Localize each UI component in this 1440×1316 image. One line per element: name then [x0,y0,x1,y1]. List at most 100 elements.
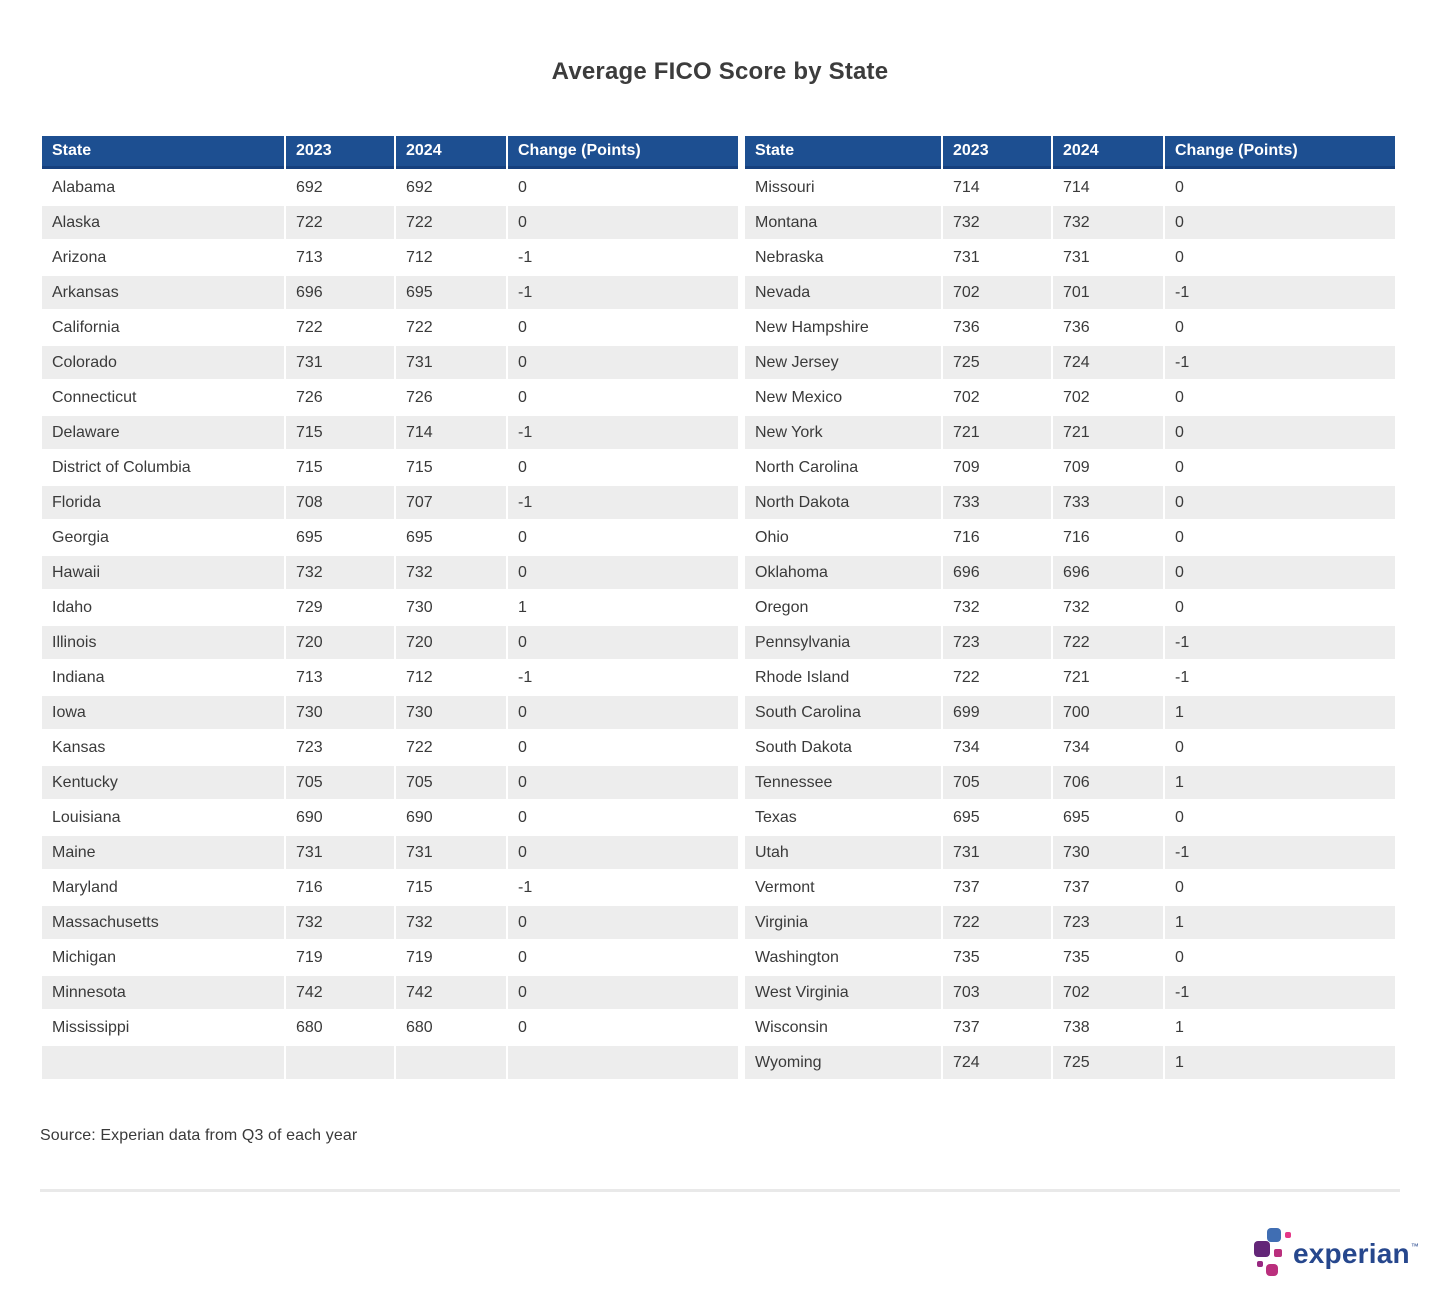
value-cell: -1 [508,241,738,274]
value-cell: 722 [943,906,1051,939]
value-cell: 737 [943,1011,1051,1044]
value-cell: 1 [1165,696,1395,729]
logo-square-magenta-small-icon [1274,1249,1282,1257]
value-cell: 722 [1053,626,1163,659]
state-cell: California [42,311,284,344]
logo-square-plum-small-icon [1257,1261,1263,1267]
value-cell: 695 [943,801,1051,834]
value-cell: 732 [1053,591,1163,624]
table-row: Illinois 720 720 0 [42,626,738,659]
state-cell: Massachusetts [42,906,284,939]
table-row: Michigan 719 719 0 [42,941,738,974]
value-cell: 702 [943,381,1051,414]
value-cell: 695 [396,276,506,309]
value-cell: -1 [1165,626,1395,659]
value-cell: 0 [508,696,738,729]
value-cell: 731 [943,241,1051,274]
value-cell: 680 [396,1011,506,1044]
value-cell: 732 [943,591,1051,624]
value-cell: 733 [943,486,1051,519]
value-cell: -1 [508,486,738,519]
value-cell: 695 [1053,801,1163,834]
value-cell: 0 [508,801,738,834]
value-cell: -1 [1165,276,1395,309]
value-cell: 0 [508,906,738,939]
state-cell: Arkansas [42,276,284,309]
value-cell: 0 [508,836,738,869]
value-cell: 731 [396,836,506,869]
value-cell: 696 [286,276,394,309]
value-cell: 0 [508,311,738,344]
value-cell: 702 [1053,381,1163,414]
value-cell: 736 [1053,311,1163,344]
value-cell: 706 [1053,766,1163,799]
value-cell: 696 [1053,556,1163,589]
table-row: Vermont 737 737 0 [745,871,1395,904]
value-cell: 730 [396,696,506,729]
value-cell: 731 [286,346,394,379]
value-cell: 732 [286,906,394,939]
page-title: Average FICO Score by State [551,58,889,85]
state-cell: Alaska [42,206,284,239]
value-cell: 705 [396,766,506,799]
value-cell: -1 [1165,976,1395,1009]
value-cell: 726 [286,381,394,414]
value-cell: 700 [1053,696,1163,729]
value-cell: 0 [1165,871,1395,904]
value-cell: 730 [1053,836,1163,869]
value-cell: 0 [508,206,738,239]
state-cell: Delaware [42,416,284,449]
logo-square-pink-small-icon [1285,1232,1291,1238]
state-cell: New Hampshire [745,311,941,344]
value-cell: 0 [1165,486,1395,519]
state-cell: New Jersey [745,346,941,379]
value-cell: 734 [1053,731,1163,764]
value-cell: 723 [1053,906,1163,939]
state-cell: South Carolina [745,696,941,729]
table-row: Tennessee 705 706 1 [745,766,1395,799]
value-cell: 1 [1165,1011,1395,1044]
state-cell: Ohio [745,521,941,554]
table-row: Kentucky 705 705 0 [42,766,738,799]
table-row: Virginia 722 723 1 [745,906,1395,939]
state-cell: Mississippi [42,1011,284,1044]
fico-table-right: State 2023 2024 Change (Points) Missouri… [743,134,1397,1081]
table-row: North Carolina 709 709 0 [745,451,1395,484]
table-row: Colorado 731 731 0 [42,346,738,379]
header-cell-2023: 2023 [286,136,394,169]
value-cell: 680 [286,1011,394,1044]
state-cell [42,1046,284,1079]
table-row: South Carolina 699 700 1 [745,696,1395,729]
value-cell: 738 [1053,1011,1163,1044]
header-cell-2024: 2024 [1053,136,1163,169]
table-row: Wyoming 724 725 1 [745,1046,1395,1079]
state-cell: Louisiana [42,801,284,834]
value-cell: 737 [943,871,1051,904]
value-cell: 0 [1165,241,1395,274]
state-cell: Connecticut [42,381,284,414]
value-cell: 0 [508,976,738,1009]
value-cell: 716 [286,871,394,904]
value-cell: 726 [396,381,506,414]
value-cell: 722 [396,206,506,239]
value-cell: 720 [396,626,506,659]
value-cell: 708 [286,486,394,519]
table-row: Iowa 730 730 0 [42,696,738,729]
state-cell: Washington [745,941,941,974]
value-cell: 742 [396,976,506,1009]
value-cell: 0 [1165,731,1395,764]
state-cell: Tennessee [745,766,941,799]
value-cell [508,1046,738,1079]
value-cell: 731 [1053,241,1163,274]
state-cell: Pennsylvania [745,626,941,659]
value-cell: 735 [943,941,1051,974]
value-cell: 732 [396,906,506,939]
table-row: Alabama 692 692 0 [42,171,738,204]
value-cell: 0 [1165,591,1395,624]
state-cell: Missouri [745,171,941,204]
state-cell: District of Columbia [42,451,284,484]
table-row: Oklahoma 696 696 0 [745,556,1395,589]
state-cell: North Carolina [745,451,941,484]
table-row: Indiana 713 712 -1 [42,661,738,694]
